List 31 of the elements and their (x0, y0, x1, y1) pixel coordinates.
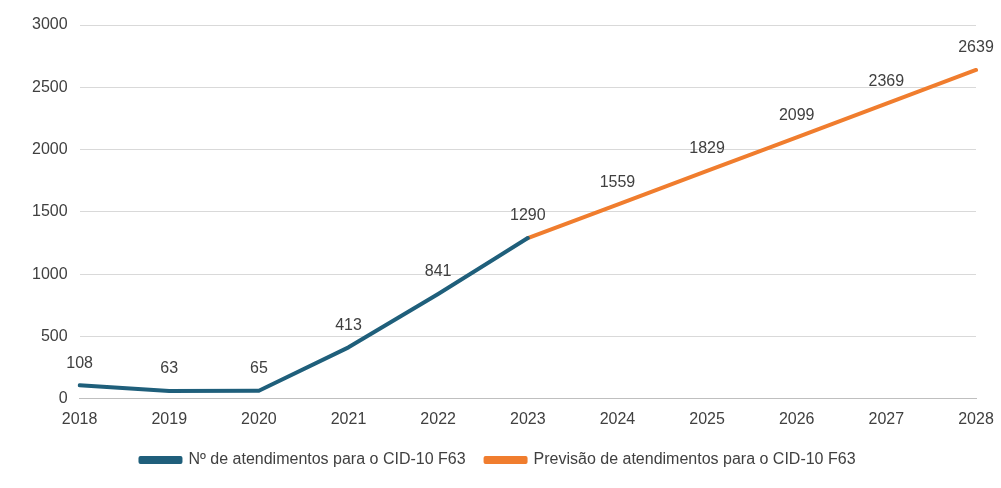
data-label: 108 (66, 353, 94, 371)
y-tick-label: 500 (40, 326, 68, 344)
x-tick-label: 2019 (151, 409, 188, 427)
y-tick-label: 1000 (32, 264, 68, 282)
x-tick-label: 2028 (958, 409, 994, 427)
x-tick-label: 2025 (689, 409, 725, 427)
legend-label: Previsão de atendimentos para o CID-10 F63 (533, 450, 856, 468)
data-label: 1829 (689, 139, 725, 157)
y-tick-label: 0 (58, 389, 68, 407)
x-tick-label: 2021 (330, 409, 367, 427)
y-tick-label: 1500 (32, 202, 68, 220)
x-tick-label: 2024 (599, 409, 636, 427)
x-tick-label: 2022 (420, 409, 457, 427)
data-label: 1559 (599, 172, 636, 190)
x-tick-label: 2018 (61, 409, 98, 427)
y-tick-label: 2500 (32, 77, 68, 95)
data-label: 2639 (958, 38, 994, 56)
data-label: 2099 (778, 105, 815, 123)
data-label: 413 (335, 315, 362, 333)
x-tick-label: 2020 (241, 409, 277, 427)
legend-label: Nº de atendimentos para o CID-10 F63 (188, 450, 466, 468)
data-label: 63 (160, 359, 179, 377)
x-tick-label: 2027 (868, 409, 905, 427)
data-label: 841 (424, 262, 452, 280)
x-tick-label: 2023 (510, 409, 546, 427)
y-tick-label: 2000 (32, 140, 68, 158)
y-tick-label: 3000 (32, 15, 68, 33)
x-tick-label: 2026 (778, 409, 815, 427)
data-label: 2369 (868, 72, 905, 90)
data-label: 1290 (510, 206, 546, 224)
data-label: 65 (249, 359, 268, 377)
